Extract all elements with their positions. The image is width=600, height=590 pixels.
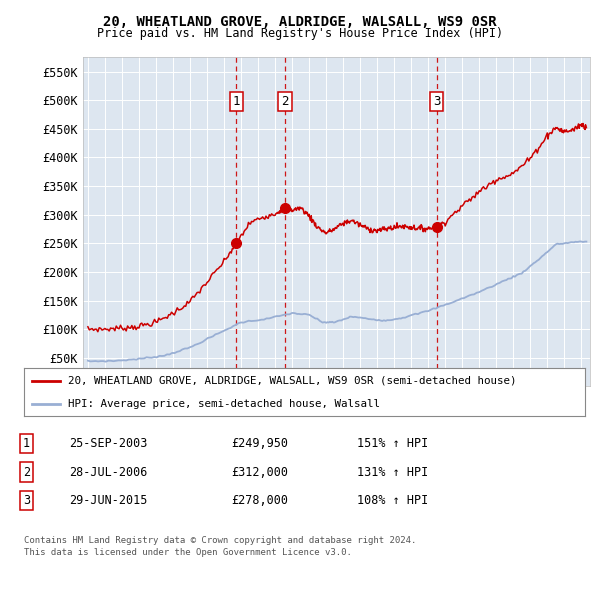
Text: This data is licensed under the Open Government Licence v3.0.: This data is licensed under the Open Gov…	[24, 548, 352, 557]
Text: 151% ↑ HPI: 151% ↑ HPI	[357, 437, 428, 450]
Text: HPI: Average price, semi-detached house, Walsall: HPI: Average price, semi-detached house,…	[68, 399, 380, 409]
Text: 2: 2	[23, 466, 30, 478]
Text: Price paid vs. HM Land Registry's House Price Index (HPI): Price paid vs. HM Land Registry's House …	[97, 27, 503, 40]
Text: £249,950: £249,950	[231, 437, 288, 450]
Text: 3: 3	[23, 494, 30, 507]
Text: 2: 2	[281, 95, 289, 108]
Text: Contains HM Land Registry data © Crown copyright and database right 2024.: Contains HM Land Registry data © Crown c…	[24, 536, 416, 545]
Text: 1: 1	[23, 437, 30, 450]
Text: 28-JUL-2006: 28-JUL-2006	[69, 466, 148, 478]
Text: 25-SEP-2003: 25-SEP-2003	[69, 437, 148, 450]
Text: 29-JUN-2015: 29-JUN-2015	[69, 494, 148, 507]
Text: 1: 1	[233, 95, 240, 108]
Text: 20, WHEATLAND GROVE, ALDRIDGE, WALSALL, WS9 0SR: 20, WHEATLAND GROVE, ALDRIDGE, WALSALL, …	[103, 15, 497, 29]
Text: £278,000: £278,000	[231, 494, 288, 507]
Text: 3: 3	[433, 95, 440, 108]
Text: 131% ↑ HPI: 131% ↑ HPI	[357, 466, 428, 478]
Text: £312,000: £312,000	[231, 466, 288, 478]
Text: 108% ↑ HPI: 108% ↑ HPI	[357, 494, 428, 507]
Text: 20, WHEATLAND GROVE, ALDRIDGE, WALSALL, WS9 0SR (semi-detached house): 20, WHEATLAND GROVE, ALDRIDGE, WALSALL, …	[68, 376, 516, 386]
